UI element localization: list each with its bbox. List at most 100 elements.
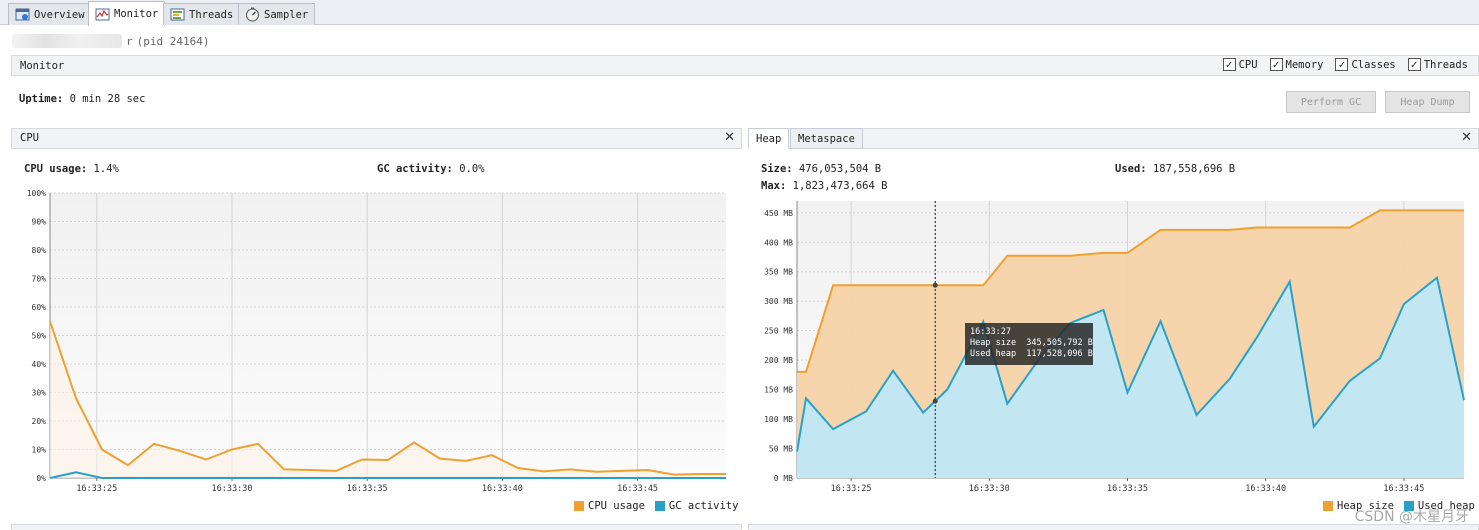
gc-activity-value: 0.0% [459,163,485,175]
checkbox-threads-box[interactable]: ✓ [1407,58,1421,71]
watermark: CSDN @木星月牙 [1354,509,1469,525]
hover-point [932,398,938,404]
series-line-heap-size [797,209,1464,373]
y-tick-label: 0% [36,474,46,483]
x-tick-label: 16:33:45 [617,484,658,494]
tab-metaspace[interactable]: Metaspace [790,128,863,149]
monitor-checkboxes: ✓ CPU ✓ Memory ✓ Classes ✓ Threads [1222,58,1468,71]
series-line-used-heap [796,275,1465,452]
y-tick-label: 0 MB [774,474,793,483]
cpu-chart: 0% 10% 20% 30% 40% 50% 60% 70% 80% 90% 100% 16:33:2… [27,189,726,494]
y-tick-label: 100 MB [764,415,793,424]
threads-icon [170,7,185,22]
tab-threads[interactable]: Threads [163,3,241,25]
y-tick-label: 50% [32,332,47,341]
checkbox-cpu[interactable]: ✓ CPU [1222,58,1258,71]
y-tick-label: 70% [32,275,47,284]
uptime-value: 0 min 28 sec [69,93,146,105]
sampler-icon [245,7,260,22]
monitor-header: Monitor ✓ CPU ✓ Memory ✓ Classes ✓ Threads [11,55,1479,76]
process-title: r (pid 24164) [12,32,209,50]
cpu-usage-stat: CPU usage: 1.4% [24,163,119,175]
checkbox-threads-label: Threads [1423,58,1468,71]
x-tick-label: 16:33:30 [969,484,1010,494]
checkbox-classes-label: Classes [1351,58,1396,71]
heap-used-stat: Used: 187,558,696 B [1115,163,1235,175]
heap-size-value: 476,053,504 B [798,163,882,175]
checkbox-classes[interactable]: ✓ Classes [1335,58,1396,71]
y-tick-label: 90% [32,218,47,227]
legend-cpu-usage-label: CPU usage [588,500,645,512]
overview-icon [15,7,30,22]
heap-legend: Heap size Used heap [1323,500,1475,512]
legend-used-heap-label: Used heap [1417,500,1475,512]
legend-used-heap-swatch [1403,501,1414,511]
tab-monitor[interactable]: Monitor [88,1,166,26]
y-tick-label: 40% [32,360,47,369]
heap-max-label: Max: [761,180,787,192]
classes-panel-edge [11,524,742,530]
heap-used-value: 187,558,696 B [1152,163,1236,175]
x-tick-label: 16:33:45 [1383,484,1424,494]
hover-point [932,282,938,288]
heap-max-stat: Max: 1,823,473,664 B [761,180,887,192]
heap-dump-button[interactable]: Heap Dump [1385,91,1470,113]
tab-overview-label: Overview [34,8,85,21]
y-tick-label: 60% [32,303,47,312]
y-tick-label: 400 MB [764,238,793,247]
series-line-cpu-usage [49,320,726,476]
process-pid: (pid 24164) [136,34,210,48]
heap-max-value: 1,823,473,664 B [792,180,888,192]
top-tab-bar: Overview Monitor Threads Sampler [0,0,1479,26]
tooltip-time: 16:33:27 [970,327,1011,337]
perform-gc-button[interactable]: Perform GC [1286,91,1376,113]
heap-used-label: Used: [1115,163,1147,175]
y-tick-label: 250 MB [764,327,793,336]
y-tick-label: 10% [32,446,47,455]
cpu-panel-title: CPU [20,132,39,144]
heap-size-stat: Size: 476,053,504 B [761,163,881,175]
gc-activity-stat: GC activity: 0.0% [377,163,484,175]
y-tick-label: 350 MB [764,268,793,277]
tooltip-used-heap: Used heap 117,528,096 B [970,349,1093,359]
checkbox-memory-box[interactable]: ✓ [1269,58,1283,71]
legend-cpu-usage: CPU usage [574,500,645,512]
y-tick-label: 150 MB [764,386,793,395]
heap-size-label: Size: [761,163,793,175]
tab-heap[interactable]: Heap [748,128,790,149]
checkbox-memory-label: Memory [1285,58,1324,71]
uptime-label: Uptime: [19,93,64,105]
x-tick-label: 16:33:35 [1107,484,1148,494]
cpu-legend: CPU usage GC activity [574,500,738,512]
memory-panel-close-icon[interactable]: ✕ [1461,130,1472,145]
heap-chart: 0 MB 50 MB 100 MB 150 MB 200 MB 250 MB 300 MB 3… [764,201,1465,494]
legend-gc-activity-label: GC activity [668,500,739,512]
tab-threads-label: Threads [189,8,234,21]
legend-heap-size-swatch [1323,501,1333,511]
tab-overview[interactable]: Overview [8,3,92,25]
y-tick-label: 20% [32,417,47,426]
uptime: Uptime: 0 min 28 sec [19,93,145,105]
tab-sampler[interactable]: Sampler [238,3,316,25]
x-tick-label: 16:33:25 [76,484,117,494]
series-line-gc-activity [49,471,726,479]
x-tick-label: 16:33:40 [1245,484,1286,494]
process-name-suffix: r [126,34,133,48]
y-tick-label: 100% [27,189,46,198]
checkbox-memory[interactable]: ✓ Memory [1269,58,1324,71]
checkbox-threads[interactable]: ✓ Threads [1407,58,1468,71]
memory-panel-header: Heap Metaspace ✕ [748,128,1479,149]
checkbox-cpu-box[interactable]: ✓ [1222,58,1236,71]
y-tick-label: 200 MB [764,356,793,365]
redacted-process-name [12,34,122,48]
legend-used-heap: Used heap [1403,500,1475,512]
checkbox-classes-box[interactable]: ✓ [1335,58,1349,71]
legend-gc-activity-swatch [654,501,665,511]
cpu-panel-close-icon[interactable]: ✕ [724,130,735,145]
y-tick-label: 450 MB [764,209,793,218]
tooltip-heap-size: Heap size 345,505,792 B [970,338,1093,348]
legend-heap-size: Heap size [1323,500,1394,512]
y-tick-label: 80% [32,246,47,255]
checkbox-cpu-label: CPU [1238,58,1258,71]
cpu-panel-header: CPU ✕ [11,128,742,149]
